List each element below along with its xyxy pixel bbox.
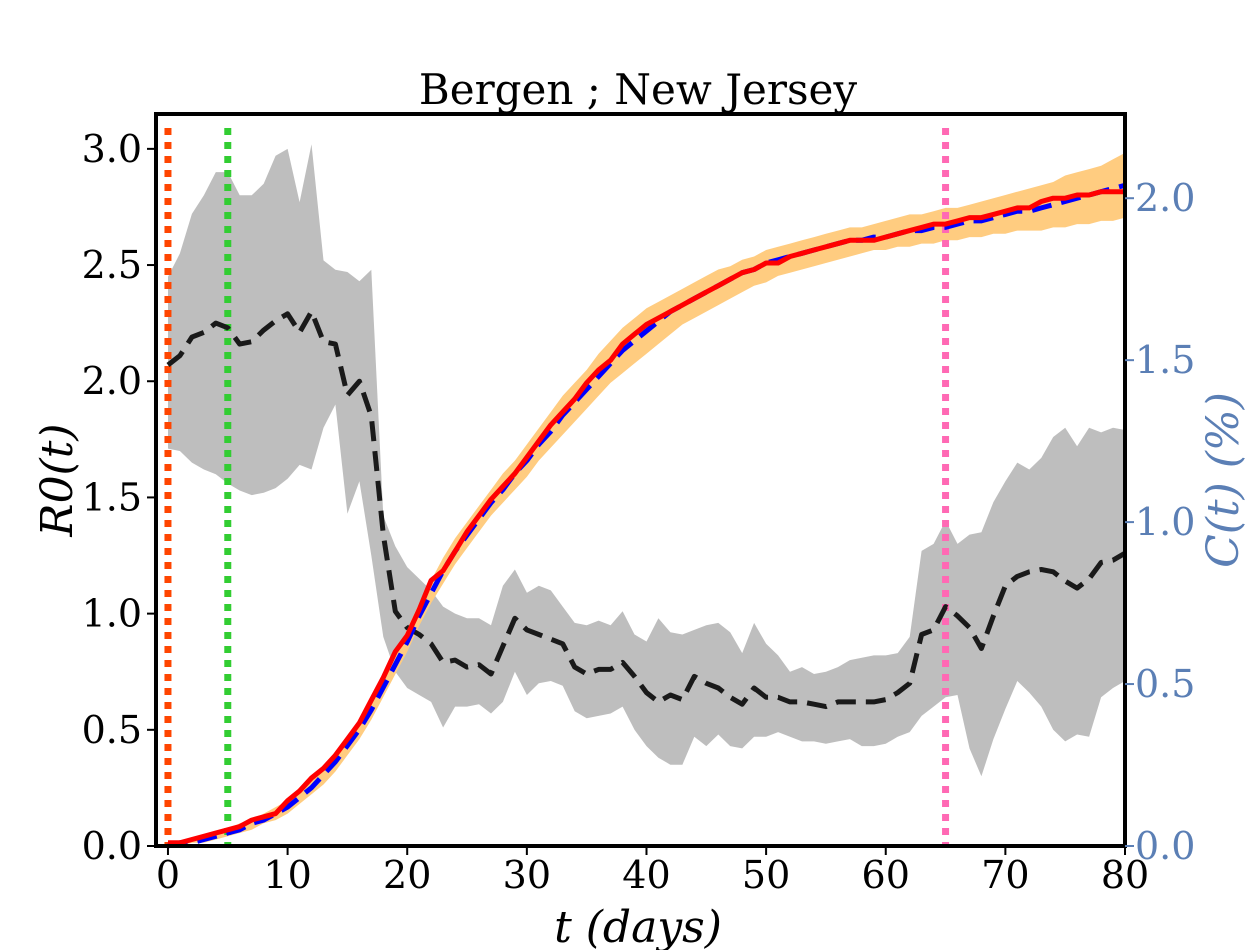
y-left-axis-ticks: 0.0 0.5 1.0 1.5 2.0 2.5 3.0 [82,127,156,868]
x-tick-label: 10 [263,853,311,897]
r0-confidence-band [168,144,1125,777]
cases-fit-line [167,182,1126,849]
x-axis-label: t (days) [554,902,722,950]
series-lines-layer [166,182,1127,849]
x-tick-label: 0 [156,853,180,897]
y-left-tick-label: 2.5 [82,243,142,287]
y-right-axis-label: C(t) (%) [1198,392,1249,568]
y-right-tick-label: 2.0 [1135,176,1195,220]
y-left-tick-label: 0.0 [82,824,142,868]
y-left-tick-label: 1.5 [82,475,142,519]
cases-observed-line [168,189,1125,846]
plot-frame [154,112,1127,848]
y-left-tick-label: 2.0 [82,359,142,403]
y-left-tick-label: 0.5 [82,708,142,752]
y-left-axis-label: R0(t) [32,423,83,537]
y-right-tick-label: 1.0 [1135,500,1195,544]
x-tick-label: 20 [383,853,431,897]
x-tick-label: 50 [742,853,790,897]
x-tick-label: 40 [622,853,670,897]
fit-confidence-band [168,152,1125,846]
y-left-tick-label: 3.0 [82,127,142,171]
x-tick-label: 80 [1101,853,1149,897]
y-right-tick-label: 0.5 [1135,662,1195,706]
x-tick-label: 70 [981,853,1029,897]
chart-title: Bergen ; New Jersey [419,65,858,114]
fit-confidence-band-layer [168,152,1125,846]
r0-mean-line [166,309,1127,710]
y-right-axis-ticks: 0.0 0.5 1.0 1.5 2.0 [1125,176,1195,868]
x-tick-label: 60 [862,853,910,897]
r0-confidence-band-layer [168,144,1125,777]
y-right-tick-label: 0.0 [1135,824,1195,868]
x-axis-ticks: 0 10 20 30 40 50 60 70 80 [156,846,1149,897]
x-tick-label: 30 [503,853,551,897]
y-left-tick-label: 1.0 [82,592,142,636]
y-right-tick-label: 1.5 [1135,338,1195,382]
